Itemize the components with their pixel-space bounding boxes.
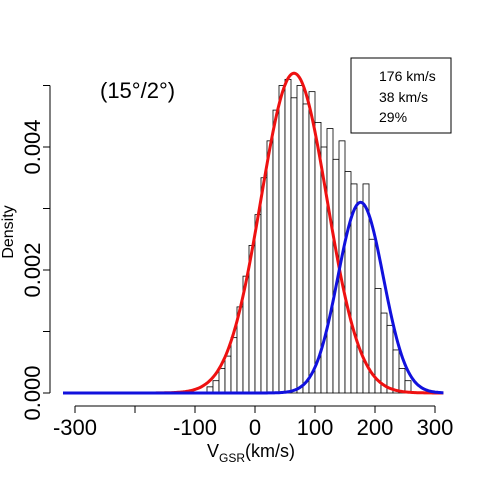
histogram-bar <box>218 367 226 394</box>
x-axis-label-sub: GSR <box>219 451 245 465</box>
y-axis: 0.000 0.002 0.004 <box>20 85 51 421</box>
y-axis-label: Density <box>0 205 17 258</box>
histogram-bar <box>380 312 388 394</box>
histogram-bar <box>254 214 262 394</box>
histogram-bar <box>260 177 268 394</box>
x-tick-label: 300 <box>417 415 454 440</box>
histogram-bar <box>230 337 238 394</box>
panel-annotation: (15°/2°) <box>100 78 175 103</box>
histogram-bar <box>398 367 406 394</box>
x-tick-label: -300 <box>53 415 97 440</box>
histogram-bar <box>224 355 232 394</box>
histogram-bar <box>290 97 298 394</box>
y-tick-label: 0.004 <box>20 119 45 174</box>
histogram-bar <box>392 349 400 394</box>
histogram-bar <box>212 380 220 394</box>
stat-sigma: 38 km/s <box>379 89 428 105</box>
gaussian-curves <box>63 71 444 395</box>
stat-fraction: 29% <box>379 109 407 125</box>
legend-box: 176 km/s 38 km/s 29% <box>350 57 452 134</box>
blue-gaussian-curve <box>63 200 444 395</box>
histogram-bar <box>296 85 304 394</box>
histogram-bar <box>344 171 352 394</box>
histogram-bar <box>326 128 334 394</box>
x-tick-label: 200 <box>357 415 394 440</box>
histogram-bar <box>308 91 316 394</box>
x-tick-label: -100 <box>173 415 217 440</box>
y-tick-label: 0.000 <box>20 365 45 420</box>
y-tick-label: 0.002 <box>20 242 45 297</box>
histogram-bar <box>278 85 286 394</box>
histogram-bar <box>386 324 394 394</box>
histogram-bar <box>302 103 310 394</box>
histogram-bar <box>266 140 274 394</box>
x-tick-label: 0 <box>249 415 261 440</box>
histogram-bar <box>356 201 364 394</box>
stat-mean: 176 km/s <box>379 68 436 84</box>
x-axis-label-unit: (km/s) <box>245 441 295 461</box>
x-axis: -300 -100 0 100 200 300 <box>53 405 454 440</box>
x-axis-label: VGSR(km/s) <box>207 441 295 465</box>
x-axis-label-main: V <box>207 441 219 461</box>
histogram-bar <box>284 78 292 394</box>
x-tick-label: 100 <box>297 415 334 440</box>
histogram-bar <box>272 109 280 394</box>
